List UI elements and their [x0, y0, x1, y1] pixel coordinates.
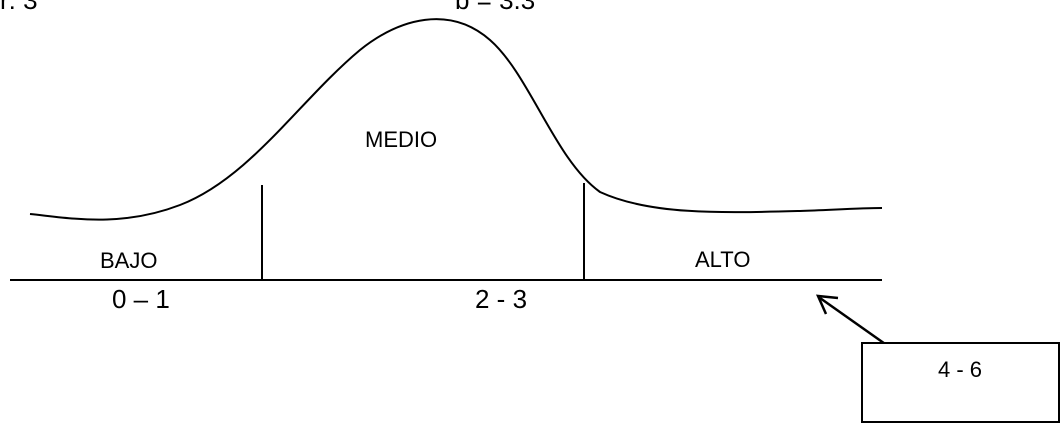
arrow-head — [815, 294, 839, 315]
callout-box — [861, 342, 1060, 423]
range-label: 2 - 3 — [475, 284, 527, 314]
bell-curve — [29, 18, 883, 221]
region-label: ALTO — [695, 247, 750, 272]
range-label: 0 – 1 — [112, 284, 170, 314]
header-left: r: 3 — [0, 0, 38, 15]
header-center: b = 3.3 — [455, 0, 535, 15]
callout-label: 4 - 6 — [938, 357, 982, 382]
region-label: MEDIO — [365, 127, 437, 152]
region-label: BAJO — [100, 248, 157, 273]
arrow — [819, 296, 889, 348]
